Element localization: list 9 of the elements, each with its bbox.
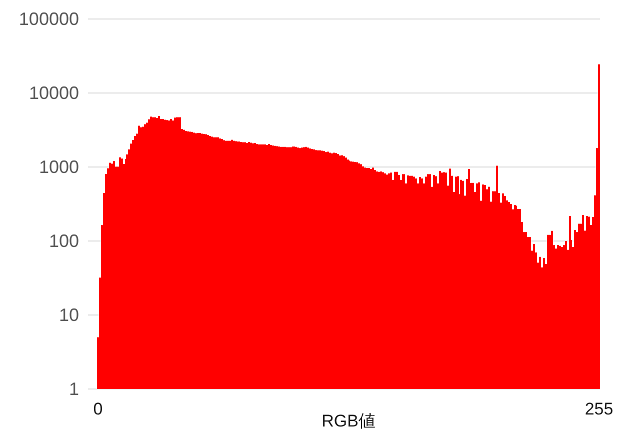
x-tick-label: 0: [93, 400, 103, 418]
y-tick-label: 10: [58, 305, 79, 325]
y-tick-label: 1000: [38, 157, 79, 177]
x-tick-label: 255: [584, 400, 614, 418]
y-tick-label: 10000: [28, 83, 79, 103]
y-tick-label: 100000: [18, 9, 79, 29]
y-tick-label: 1: [68, 379, 79, 399]
y-tick-label: 100: [48, 231, 79, 251]
x-axis-title: RGB値: [322, 412, 376, 430]
